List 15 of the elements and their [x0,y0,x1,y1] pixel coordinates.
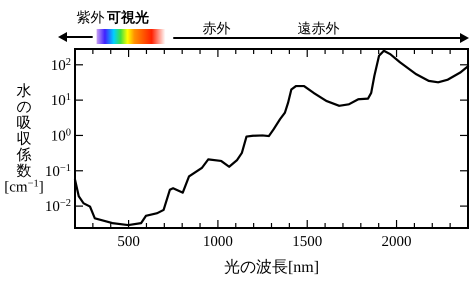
x-axis-title: 光の波長[nm] [224,258,320,276]
x-tick-label: 1000 [202,234,233,250]
text: 水の吸収係数[cm$^{−1}$] [4,84,44,196]
y-tick-label: 10$^{−1}$ [44,162,71,180]
text: 遠赤外 [298,21,340,37]
x-tick-label: 2000 [382,234,412,250]
text: 紫外 [76,10,105,26]
text: 可視光 [106,9,150,26]
y-tick-label: 10$^{0}$ [50,126,71,144]
text: 赤外 [202,21,230,37]
x-tick-label: 1500 [292,234,322,250]
y-tick-label: 10$^{2}$ [50,56,71,74]
x-tick-label: 500 [117,234,140,250]
y-tick-label: 10$^{1}$ [50,92,71,110]
y-tick-label: 10$^{−2}$ [44,198,71,216]
